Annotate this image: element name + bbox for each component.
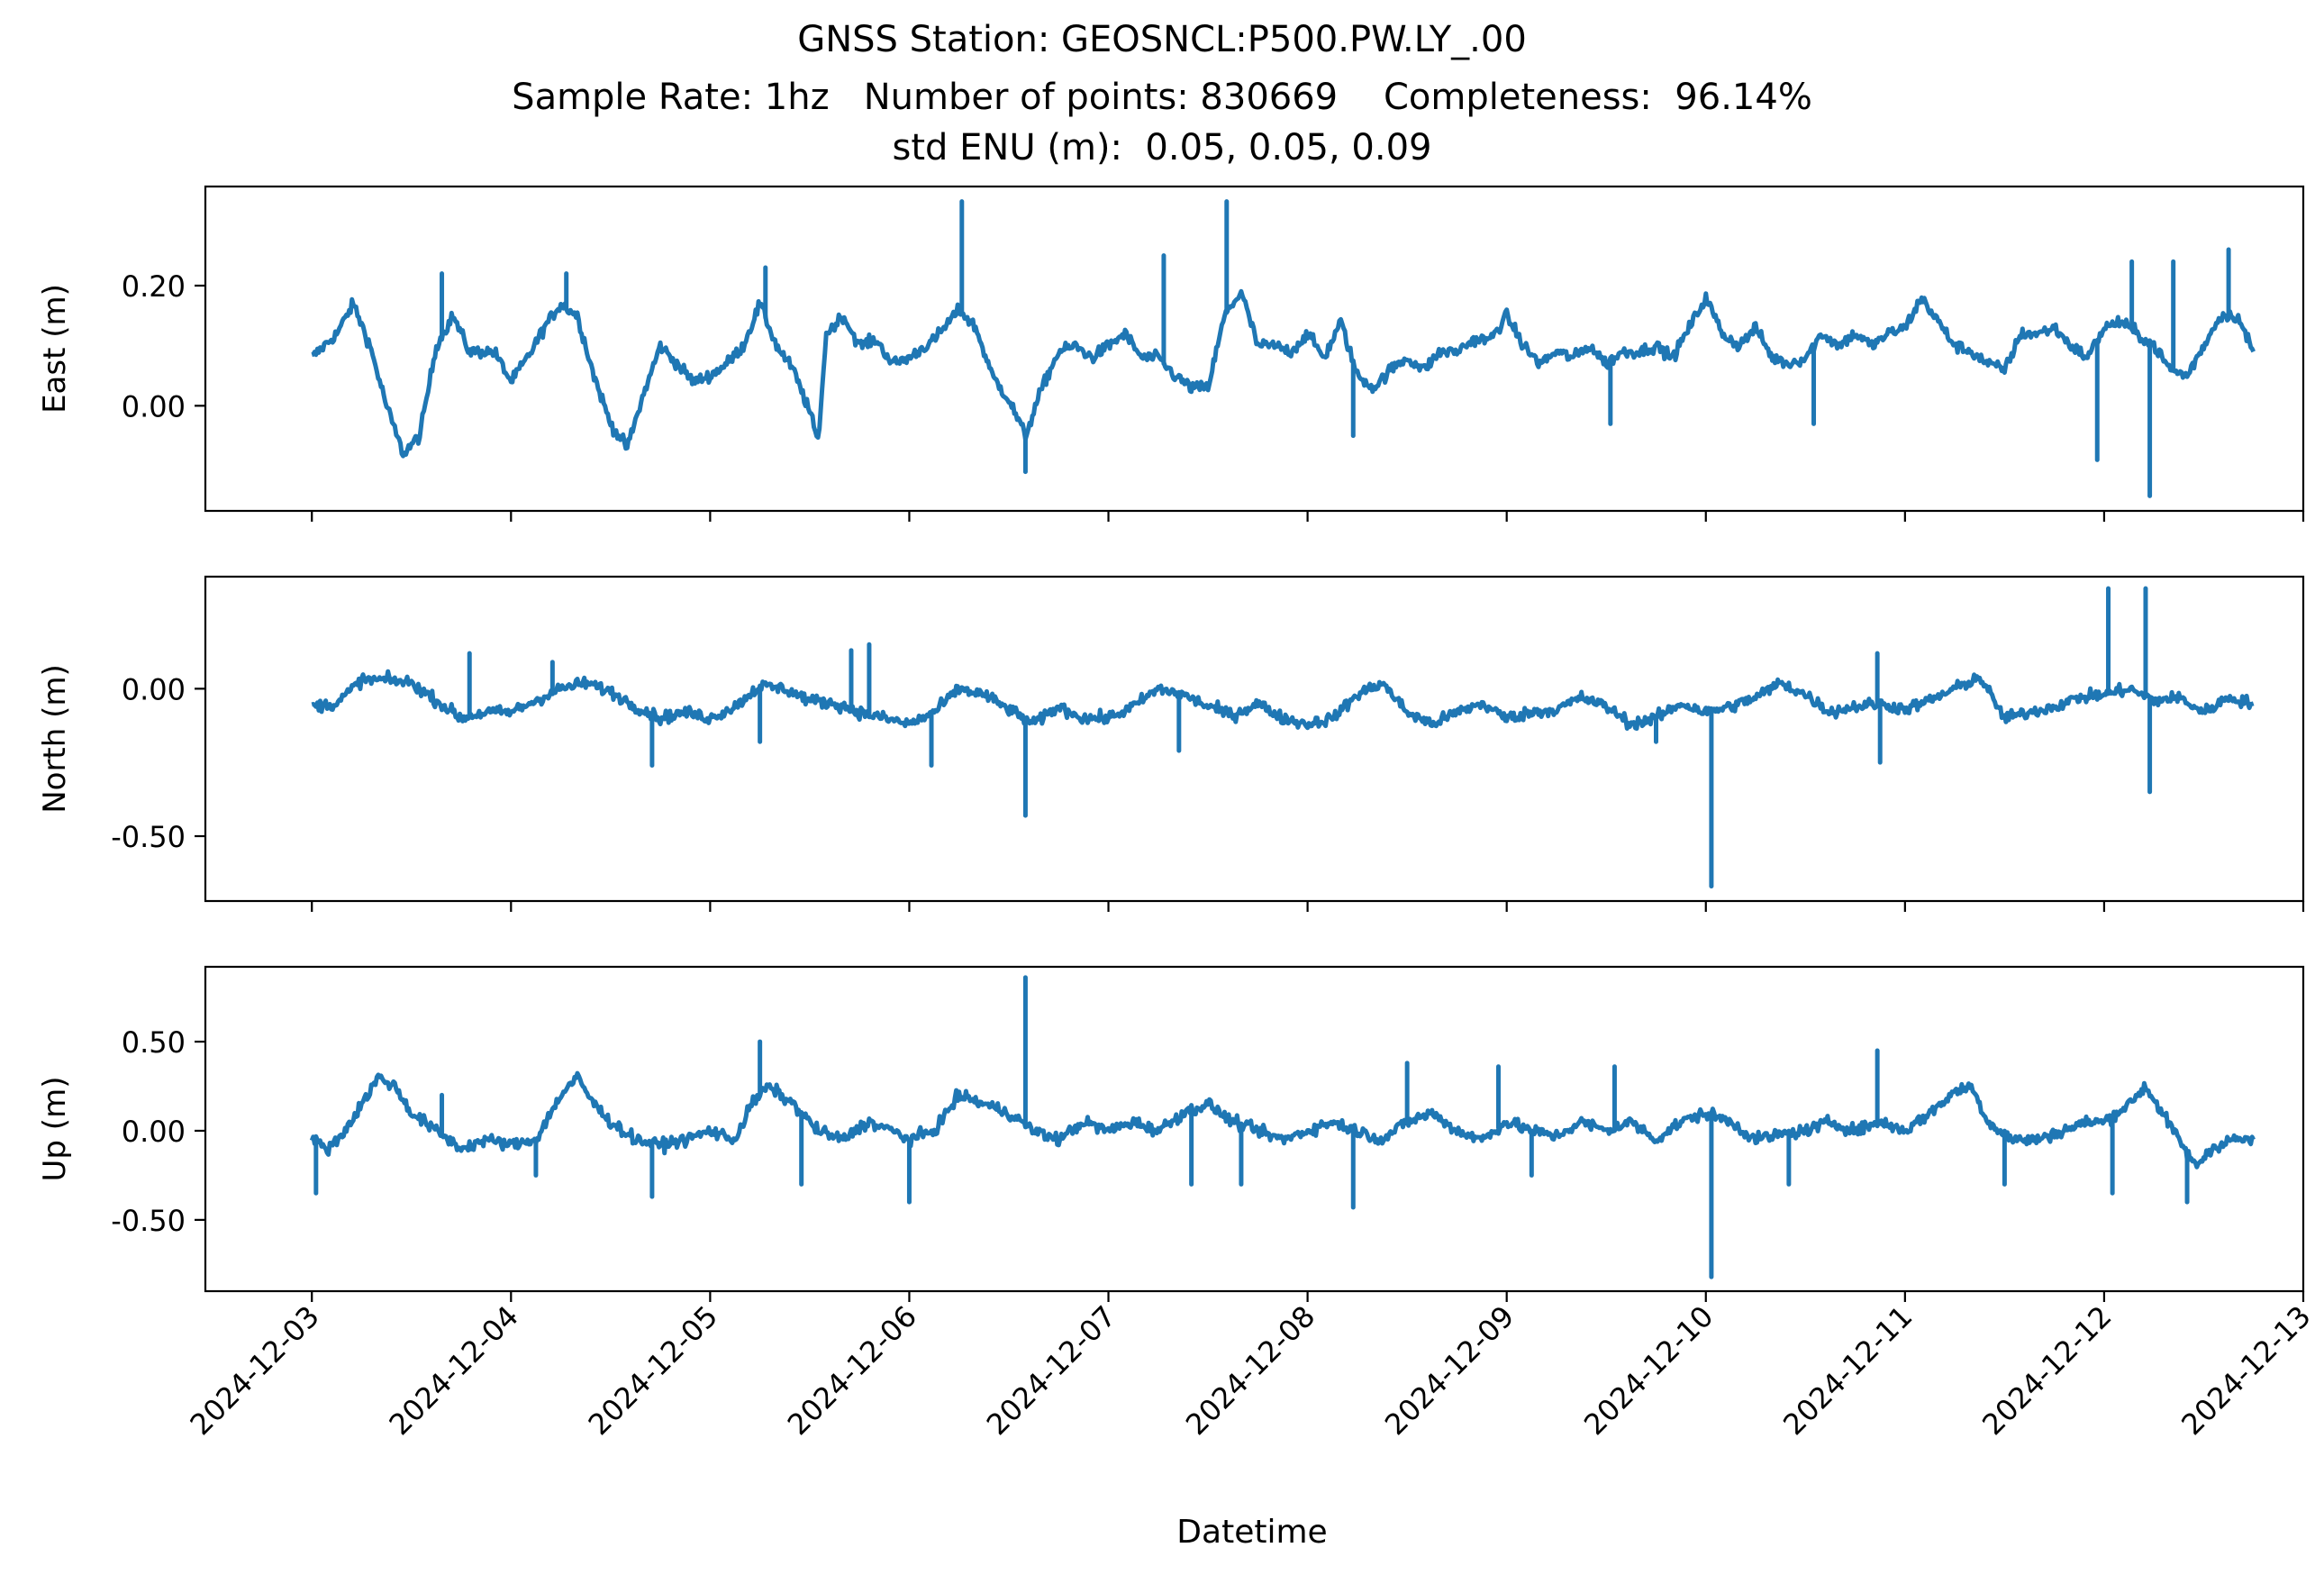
series-line (309, 1070, 2256, 1170)
x-tick-label: 2024-12-04 (383, 1299, 525, 1442)
x-tick-label: 2024-12-13 (2174, 1299, 2317, 1442)
title-line-sample-rate: Sample Rate: 1hz Number of points: 83066… (512, 77, 1812, 118)
title-line-station: GNSS Station: GEOSNCL:P500.PW.LY_.00 (797, 19, 1527, 60)
east-panel: 0.00 0.20 East (m) (37, 185, 2305, 522)
x-axis: 2024-12-03 2024-12-04 2024-12-05 2024-12-06… (184, 1299, 2318, 1442)
title-line-std-enu: std ENU (m): 0.05, 0.05, 0.09 (892, 127, 1432, 168)
north-panel: 0.00 -0.50 North (m) (37, 575, 2305, 912)
x-tick-label: 2024-12-06 (781, 1299, 923, 1442)
x-tick-label: 2024-12-05 (582, 1299, 724, 1442)
panel-frame (204, 965, 2305, 1293)
x-tick-label: 2024-12-08 (1179, 1299, 1321, 1442)
y-tick-label: 0.00 (122, 1115, 186, 1149)
x-tick-label: 2024-12-03 (184, 1299, 326, 1442)
x-tick-label: 2024-12-12 (1975, 1299, 2118, 1442)
x-tick-label: 2024-12-09 (1378, 1299, 1521, 1442)
x-tick-label: 2024-12-07 (980, 1299, 1122, 1442)
x-tick-label: 2024-12-10 (1577, 1299, 1720, 1442)
y-tick-label: -0.50 (111, 820, 186, 854)
series-line (311, 669, 2255, 732)
y-tick-label: 0.00 (122, 389, 186, 423)
y-tick-label: 0.20 (122, 269, 186, 304)
panel-frame (204, 185, 2305, 513)
y-axis-label: Up (m) (37, 1077, 73, 1182)
y-tick-label: 0.50 (122, 1025, 186, 1060)
y-tick-label: 0.00 (122, 672, 186, 706)
y-tick-label: -0.50 (111, 1204, 186, 1238)
x-axis-label: Datetime (1176, 1514, 1327, 1551)
panel-frame (204, 575, 2305, 903)
x-tick-label: 2024-12-11 (1776, 1299, 1919, 1442)
y-axis-label: East (m) (37, 284, 73, 414)
y-axis-label: North (m) (37, 664, 73, 814)
series-line (311, 288, 2256, 459)
up-panel: 0.50 0.00 -0.50 Up (m) (37, 965, 2305, 1302)
